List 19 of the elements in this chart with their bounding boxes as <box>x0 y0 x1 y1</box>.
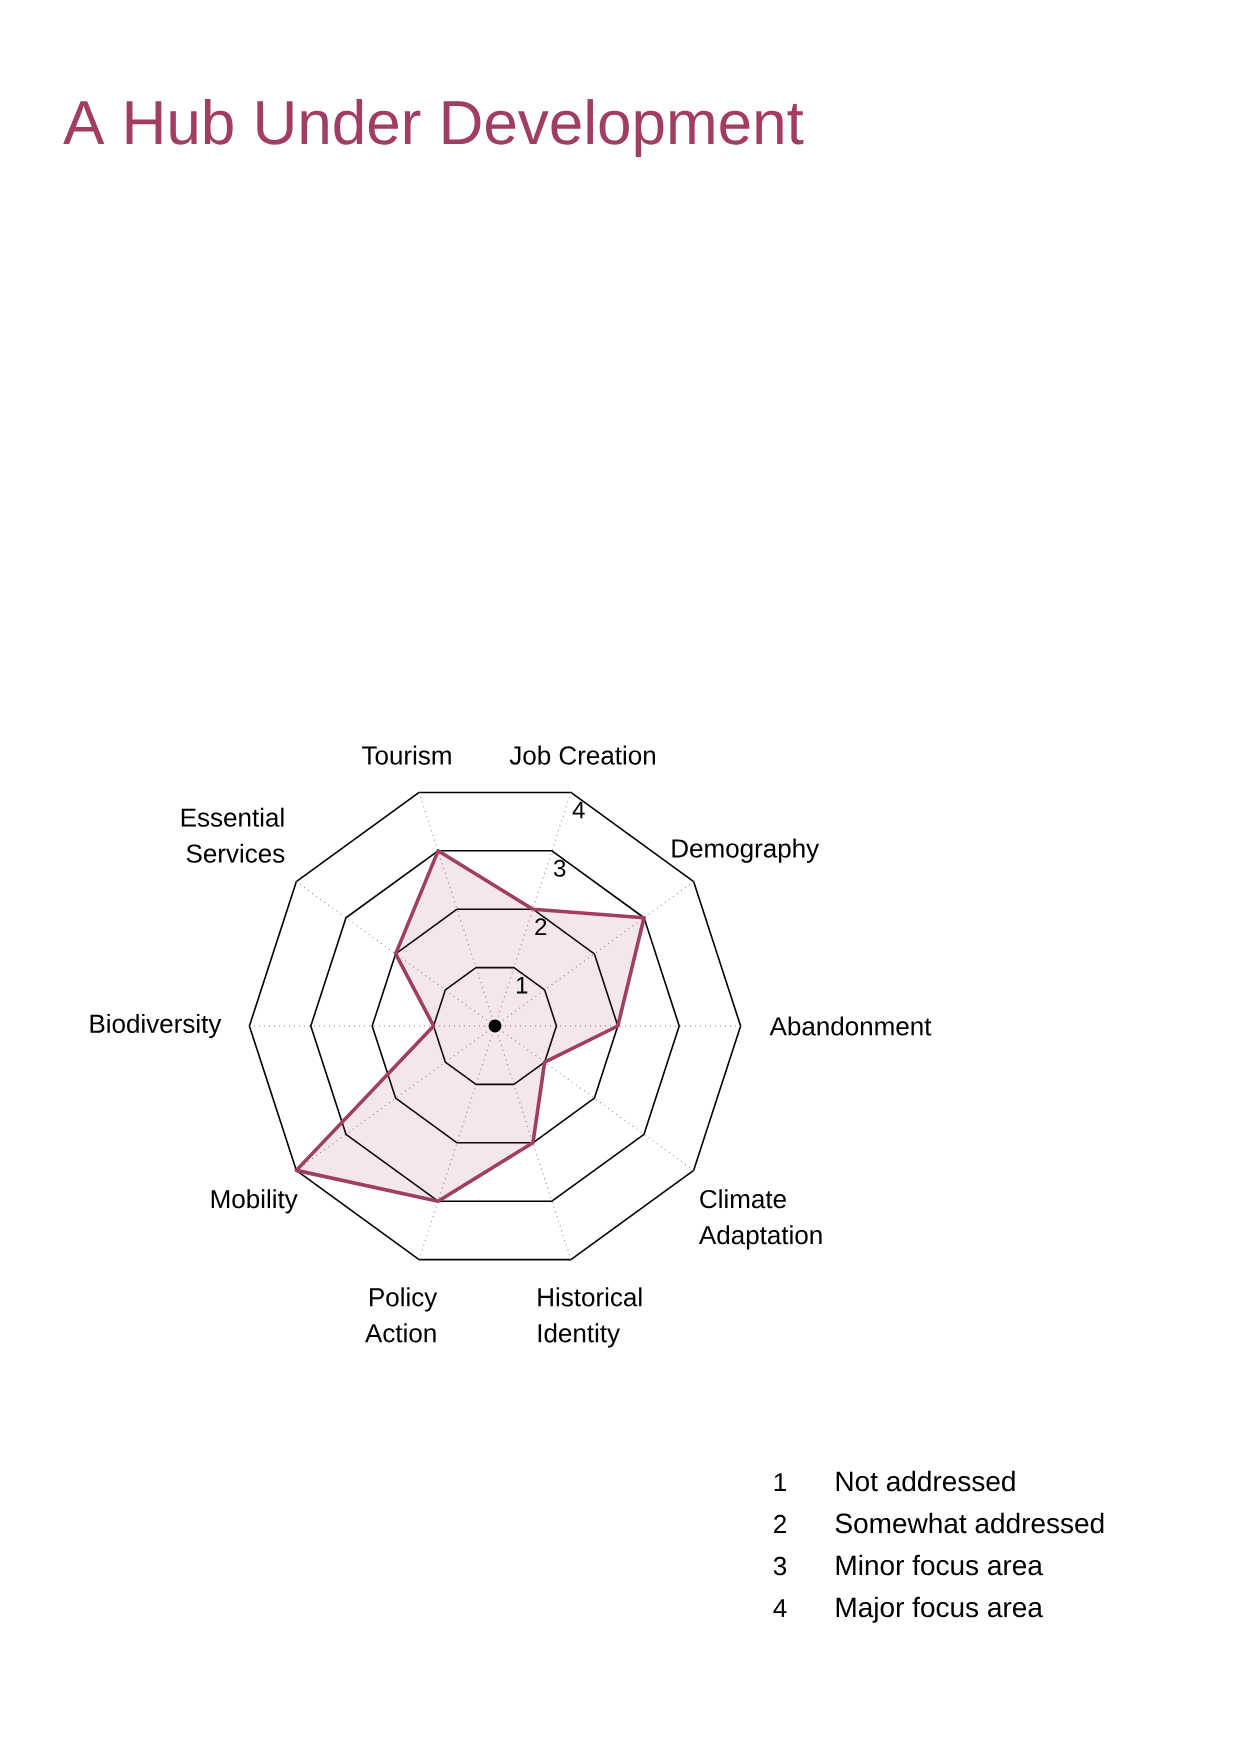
text: Major focus area <box>836 1596 1043 1623</box>
spoke-label: Job Creation <box>509 745 655 765</box>
text: 2 <box>774 1514 786 1534</box>
text: Minor focus area <box>836 1554 1043 1576</box>
text: 1 <box>774 1473 786 1492</box>
spoke-label: Abandonment <box>769 1016 932 1036</box>
spoke-label: Demography <box>672 838 820 863</box>
spoke-label: Climate Adaptation <box>698 1189 822 1250</box>
spoke-label: Tourism <box>362 745 451 765</box>
text: 4 <box>773 1599 787 1618</box>
text: 3 <box>773 1556 787 1576</box>
text: Somewhat addressed <box>835 1512 1104 1534</box>
spoke-label: Biodiversity <box>90 1013 222 1039</box>
chart-title: A Hub Under Development <box>63 99 804 157</box>
text: Not addressed <box>836 1470 1015 1492</box>
spoke-label: Historical Identity <box>538 1287 642 1348</box>
spoke-label: Mobility <box>211 1189 298 1214</box>
spoke-label: Essential Services <box>181 807 285 863</box>
spoke-label: Policy Action <box>365 1287 438 1343</box>
